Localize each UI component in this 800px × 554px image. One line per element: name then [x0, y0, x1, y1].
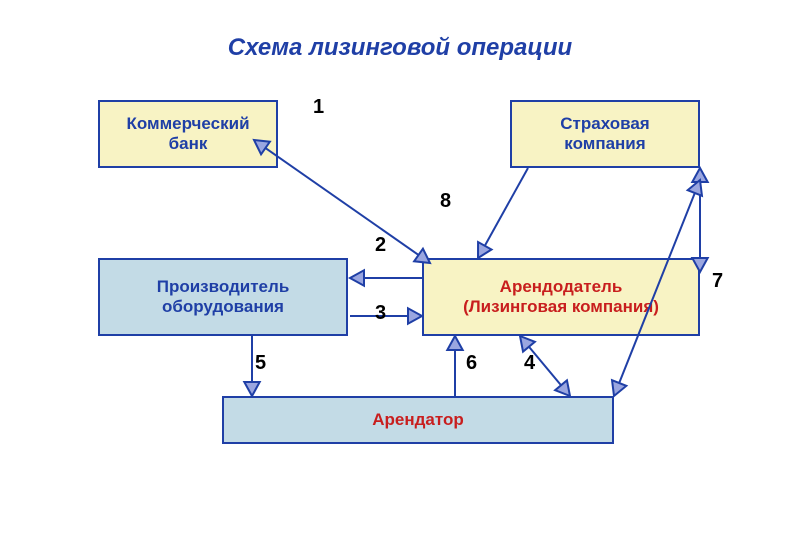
- edge-label-5: 5: [255, 352, 266, 375]
- node-insurance-company: Страховаякомпания: [510, 100, 700, 168]
- edge-label-4: 4: [524, 352, 535, 375]
- node-label: Арендодатель(Лизинговая компания): [463, 277, 659, 318]
- node-label: Коммерческийбанк: [126, 114, 249, 155]
- edge-label-6: 6: [466, 352, 477, 375]
- node-manufacturer: Производительоборудования: [98, 258, 348, 336]
- node-lessee: Арендатор: [222, 396, 614, 444]
- node-commercial-bank: Коммерческийбанк: [98, 100, 278, 168]
- node-label: Производительоборудования: [157, 277, 290, 318]
- diagram-title: Схема лизинговой операции: [0, 34, 800, 62]
- edge-label-1: 1: [313, 96, 324, 119]
- edge-label-3: 3: [375, 302, 386, 325]
- node-lessor: Арендодатель(Лизинговая компания): [422, 258, 700, 336]
- node-label: Арендатор: [372, 410, 464, 430]
- edge-label-8: 8: [440, 190, 451, 213]
- edge-label-2: 2: [375, 234, 386, 257]
- node-label: Страховаякомпания: [560, 114, 649, 155]
- edge-label-7: 7: [712, 270, 723, 293]
